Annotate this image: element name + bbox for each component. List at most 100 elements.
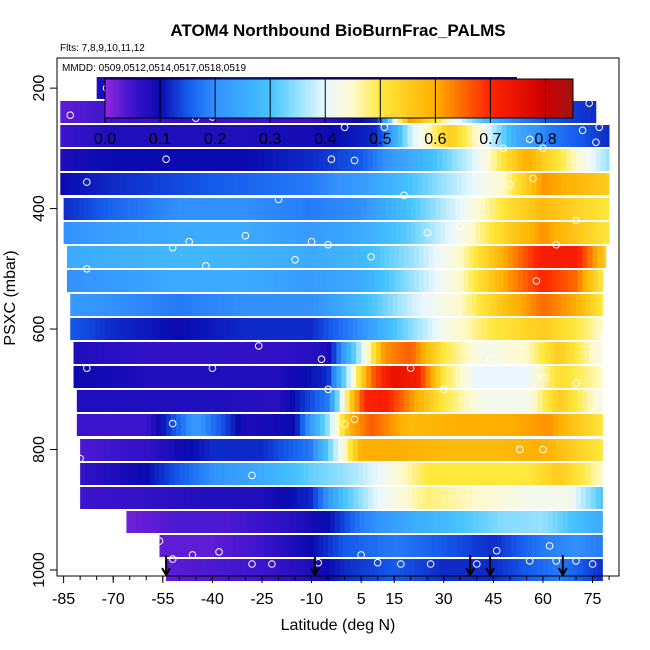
heatmap-cell xyxy=(447,294,453,316)
heatmap-cell xyxy=(521,487,527,509)
heatmap-cell xyxy=(214,125,220,147)
heatmap-cell xyxy=(209,487,215,509)
heatmap-cell xyxy=(252,366,258,388)
heatmap-cell xyxy=(549,222,555,244)
heatmap-cell xyxy=(379,270,385,292)
heatmap-cell xyxy=(485,198,491,220)
heatmap-cell xyxy=(585,294,592,316)
heatmap-cell xyxy=(414,559,420,581)
heatmap-cell xyxy=(98,222,104,244)
heatmap-cell xyxy=(342,487,349,509)
heatmap-cell xyxy=(258,487,265,509)
heatmap-cell xyxy=(126,246,132,268)
heatmap-cell xyxy=(111,270,117,292)
heatmap-cell xyxy=(341,198,347,220)
colorbar-swatch xyxy=(213,79,216,118)
colorbar-tick-label: 0.8 xyxy=(534,131,556,148)
heatmap-cell xyxy=(349,246,355,268)
heatmap-cell xyxy=(427,149,433,171)
heatmap-cell xyxy=(533,270,539,292)
heatmap-cell xyxy=(571,173,577,195)
heatmap-cell xyxy=(301,198,307,220)
heatmap-cell xyxy=(159,439,165,461)
heatmap-cell xyxy=(171,390,177,412)
heatmap-cell xyxy=(313,487,319,509)
heatmap-cell xyxy=(387,439,393,461)
heatmap-cell xyxy=(372,125,379,147)
heatmap-cell xyxy=(412,439,418,461)
heatmap-cell xyxy=(134,487,141,509)
heatmap-cell xyxy=(371,198,377,220)
heatmap-cell xyxy=(447,439,453,461)
heatmap-cell xyxy=(316,222,322,244)
heatmap-cell xyxy=(382,294,388,316)
heatmap-cell xyxy=(495,198,501,220)
heatmap-cell xyxy=(347,318,354,340)
heatmap-cell xyxy=(566,487,572,509)
heatmap-cell xyxy=(180,270,187,292)
heatmap-cell xyxy=(314,511,321,533)
heatmap-cell xyxy=(407,318,413,340)
colorbar-swatch xyxy=(317,79,320,118)
colorbar-swatch xyxy=(191,79,194,118)
heatmap-cell xyxy=(156,390,162,412)
heatmap-cell xyxy=(242,342,248,364)
heatmap-cell xyxy=(521,173,527,195)
heatmap-cell xyxy=(253,173,260,195)
heatmap-cell xyxy=(258,125,265,147)
heatmap-cell xyxy=(242,366,248,388)
heatmap-cell xyxy=(328,173,334,195)
heatmap-band xyxy=(80,439,603,461)
heatmap-cell xyxy=(485,366,491,388)
heatmap-cell xyxy=(258,294,265,316)
heatmap-cell xyxy=(131,511,137,533)
heatmap-cell xyxy=(96,77,103,99)
heatmap-cell xyxy=(169,125,175,147)
heatmap-cell xyxy=(83,342,89,364)
sample-point xyxy=(539,373,547,382)
heatmap-cell xyxy=(387,318,393,340)
heatmap-cell xyxy=(572,390,579,412)
heatmap-cell xyxy=(156,414,162,436)
colorbar-swatch xyxy=(471,79,474,118)
heatmap-cell xyxy=(420,198,427,220)
heatmap-cell xyxy=(106,246,112,268)
colorbar: 0.0 0.1 0.2 0.3 0.4 0.5 0.6 0.7 0.8 xyxy=(94,78,574,148)
heatmap-cell xyxy=(313,125,319,147)
heatmap-cell xyxy=(427,125,433,147)
heatmap-cell xyxy=(463,511,469,533)
heatmap-cell xyxy=(433,390,440,412)
heatmap-cell xyxy=(266,366,273,388)
heatmap-cell xyxy=(592,511,598,533)
heatmap-cell xyxy=(412,125,418,147)
colorbar-swatch xyxy=(363,79,366,118)
heatmap-cell xyxy=(412,294,418,316)
heatmap-cell xyxy=(357,125,364,147)
heatmap-cell xyxy=(245,511,251,533)
heatmap-cell xyxy=(546,294,552,316)
heatmap-cell xyxy=(303,149,309,171)
heatmap-cell xyxy=(468,559,474,581)
colorbar-swatch xyxy=(287,79,290,118)
heatmap-cell xyxy=(164,318,170,340)
heatmap-cell xyxy=(318,125,324,147)
heatmap-cell xyxy=(141,246,147,268)
heatmap-cell xyxy=(442,439,448,461)
heatmap-cell xyxy=(528,414,534,436)
sample-point xyxy=(492,546,501,555)
heatmap-cell xyxy=(116,246,122,268)
heatmap-cell xyxy=(488,414,494,436)
heatmap-cell xyxy=(306,198,312,220)
heatmap-cell xyxy=(80,487,86,509)
heatmap-cell xyxy=(475,198,481,220)
heatmap-cell xyxy=(376,342,382,364)
heatmap-cell xyxy=(176,511,182,533)
colorbar-swatch xyxy=(485,79,488,118)
heatmap-cell xyxy=(344,246,350,268)
heatmap-cell xyxy=(298,318,304,340)
sample-point xyxy=(588,560,597,568)
heatmap-cell xyxy=(521,125,527,147)
heatmap-cell xyxy=(526,487,532,509)
heatmap-cell xyxy=(119,463,126,485)
heatmap-cell xyxy=(463,246,469,268)
